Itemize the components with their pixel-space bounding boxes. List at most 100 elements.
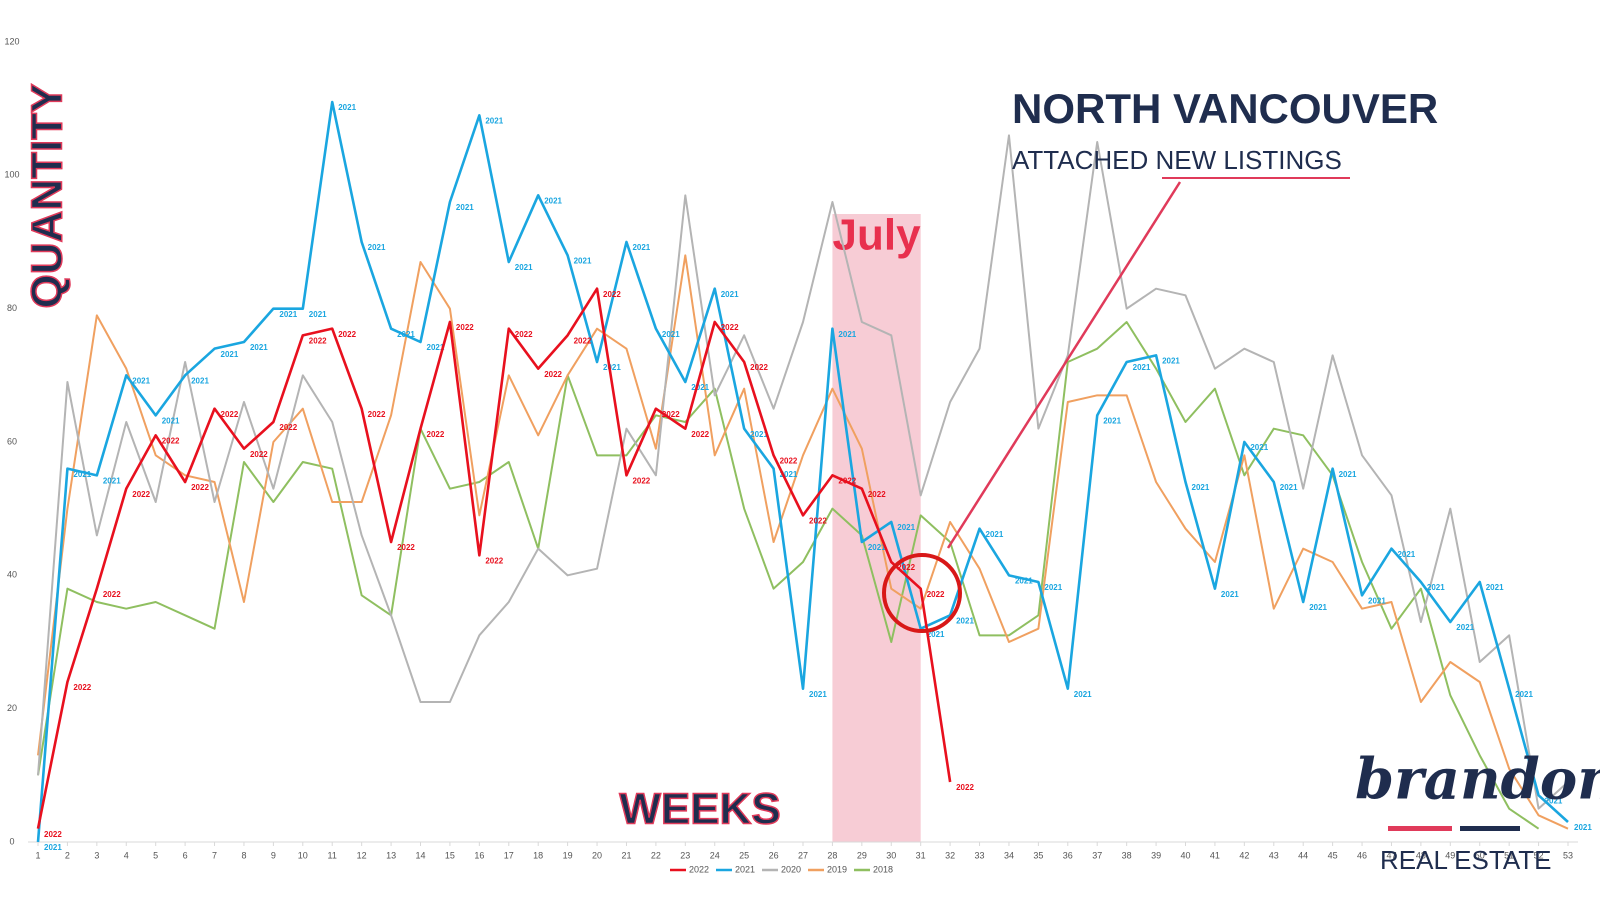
point-label: 2021 (368, 243, 386, 252)
point-label: 2021 (397, 330, 415, 339)
point-label: 2022 (73, 683, 91, 692)
point-label: 2021 (1309, 603, 1327, 612)
point-label: 2021 (1427, 583, 1445, 592)
x-tick-label: 24 (710, 850, 720, 860)
point-label: 2021 (1162, 356, 1180, 365)
point-label: 2021 (485, 116, 503, 125)
x-tick-label: 50 (1475, 850, 1485, 860)
point-label: 2021 (986, 530, 1004, 539)
legend: 2022 2021 2020 2019 2018 (670, 864, 893, 874)
point-label: 2021 (1368, 596, 1386, 605)
x-tick-label: 38 (1122, 850, 1132, 860)
legend-label: 2020 (781, 864, 801, 874)
point-label: 2022 (691, 430, 709, 439)
x-tick-label: 7 (212, 850, 217, 860)
point-label: 2022 (368, 410, 386, 419)
x-tick-label: 13 (386, 850, 396, 860)
x-tick-label: 45 (1328, 850, 1338, 860)
point-label: 2021 (1339, 470, 1357, 479)
point-label: 2022 (574, 336, 592, 345)
point-label: 2022 (780, 456, 798, 465)
point-label: 2022 (515, 330, 533, 339)
point-label: 2021 (868, 543, 886, 552)
x-tick-label: 22 (651, 850, 661, 860)
x-tick-label: 27 (798, 850, 808, 860)
y-tick-label: 20 (7, 703, 17, 713)
x-tick-label: 8 (241, 850, 246, 860)
x-tick-label: 26 (769, 850, 779, 860)
point-label: 2022 (750, 363, 768, 372)
x-tick-label: 35 (1033, 850, 1043, 860)
x-tick-label: 34 (1004, 850, 1014, 860)
point-label: 2021 (1221, 590, 1239, 599)
x-tick-label: 6 (183, 850, 188, 860)
logo-name: brandon. (1355, 747, 1600, 813)
series-line (36, 287, 952, 829)
point-label: 2022 (103, 590, 121, 599)
y-tick-label: 0 (9, 836, 14, 846)
x-tick-label: 23 (680, 850, 690, 860)
x-tick-label: 25 (739, 850, 749, 860)
point-label: 2021 (780, 470, 798, 479)
x-tick-label: 43 (1269, 850, 1279, 860)
x-tick-label: 11 (328, 850, 337, 860)
y-axis-label: QUANTITY (23, 84, 72, 309)
x-tick-label: 28 (827, 850, 837, 860)
x-tick-label: 31 (916, 850, 926, 860)
x-tick-label: 20 (592, 850, 602, 860)
point-label: 2021 (691, 383, 709, 392)
x-tick-label: 21 (621, 850, 631, 860)
x-tick-label: 16 (474, 850, 484, 860)
x-tick-label: 53 (1563, 850, 1573, 860)
point-label: 2021 (338, 103, 356, 112)
series-line (36, 100, 1569, 843)
x-tick-label: 51 (1504, 850, 1514, 860)
point-label: 2022 (868, 490, 886, 499)
x-tick-label: 17 (504, 850, 514, 860)
highlight-label: July (833, 211, 922, 260)
x-tick-label: 39 (1151, 850, 1161, 860)
point-label: 2021 (279, 310, 297, 319)
point-label: 2021 (809, 690, 827, 699)
point-label: 2021 (162, 416, 180, 425)
point-label: 2021 (721, 290, 739, 299)
x-tick-label: 32 (945, 850, 955, 860)
point-label: 2022 (809, 516, 827, 525)
x-tick-label: 4 (124, 850, 129, 860)
x-tick-label: 42 (1239, 850, 1249, 860)
x-tick-label: 37 (1092, 850, 1102, 860)
legend-label: 2018 (873, 864, 893, 874)
x-tick-label: 49 (1445, 850, 1455, 860)
x-axis-label: WEEKS (619, 785, 780, 834)
x-tick-label: 41 (1210, 850, 1220, 860)
point-label: 2021 (1515, 690, 1533, 699)
x-tick-label: 30 (886, 850, 896, 860)
point-label: 2021 (1044, 583, 1062, 592)
logo-bar (1460, 826, 1520, 831)
point-label: 2021 (250, 343, 268, 352)
y-tick-label: 60 (7, 436, 17, 446)
x-tick-label: 2 (65, 850, 70, 860)
point-label: 2022 (956, 783, 974, 792)
point-label: 2021 (221, 350, 239, 359)
point-label: 2022 (309, 336, 327, 345)
point-label: 2022 (603, 290, 621, 299)
point-label: 2021 (73, 470, 91, 479)
y-tick-label: 80 (7, 303, 17, 313)
point-label: 2021 (1486, 583, 1504, 592)
point-label: 2021 (1192, 483, 1210, 492)
point-label: 2022 (397, 543, 415, 552)
x-tick-label: 10 (298, 850, 308, 860)
point-label: 2022 (927, 590, 945, 599)
x-tick-label: 46 (1357, 850, 1367, 860)
x-tick-label: 47 (1386, 850, 1396, 860)
point-label: 2021 (1545, 796, 1563, 805)
point-label: 2021 (1133, 363, 1151, 372)
point-label: 2021 (632, 243, 650, 252)
point-label: 2022 (162, 436, 180, 445)
x-tick-label: 18 (533, 850, 543, 860)
x-tick-label: 48 (1416, 850, 1426, 860)
